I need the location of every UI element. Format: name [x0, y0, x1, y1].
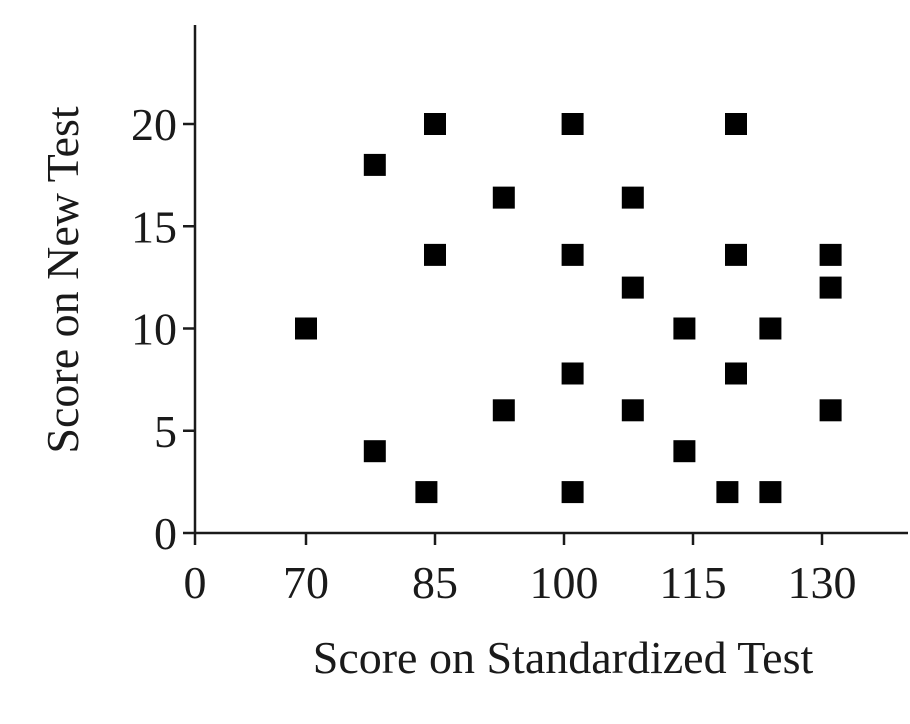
data-point: [725, 243, 747, 266]
axes: [193, 25, 908, 535]
y-tick-label: 5: [154, 406, 177, 457]
data-points: [295, 113, 842, 504]
data-point: [363, 440, 386, 463]
tick-labels: 0 70 85 100 115 130 0 5 10 15 20: [131, 99, 857, 608]
x-tick-label: 70: [283, 557, 329, 608]
x-tick-label: 0: [184, 557, 207, 608]
data-point: [759, 481, 782, 504]
x-tick-label: 100: [530, 557, 599, 608]
data-point: [819, 399, 842, 422]
data-point: [295, 317, 317, 340]
y-tick-label: 0: [154, 508, 177, 559]
data-point: [492, 186, 515, 209]
y-tick-label: 20: [131, 99, 177, 150]
data-point: [561, 113, 584, 135]
data-point: [424, 243, 446, 266]
data-point: [561, 362, 584, 385]
data-point: [561, 243, 584, 266]
data-point: [716, 481, 739, 504]
data-point: [725, 113, 747, 135]
data-point: [673, 317, 696, 340]
data-point: [673, 440, 696, 463]
y-axis-title: Score on New Test: [37, 106, 88, 453]
data-point: [621, 186, 644, 209]
ticks: [183, 122, 824, 545]
data-point: [725, 362, 747, 385]
data-point: [759, 317, 782, 340]
data-point: [819, 276, 842, 299]
data-point: [621, 276, 644, 299]
data-point: [621, 399, 644, 422]
data-point: [561, 481, 584, 504]
data-point: [492, 399, 515, 422]
x-tick-label: 130: [788, 557, 857, 608]
x-tick-label: 85: [412, 557, 458, 608]
y-tick-label: 15: [131, 201, 177, 252]
data-point: [363, 153, 386, 176]
y-tick-label: 10: [131, 304, 177, 355]
x-tick-label: 115: [659, 557, 726, 608]
data-point: [819, 243, 842, 266]
x-axis-title: Score on Standardized Test: [313, 632, 814, 683]
data-point: [415, 481, 438, 504]
data-point: [424, 113, 446, 135]
